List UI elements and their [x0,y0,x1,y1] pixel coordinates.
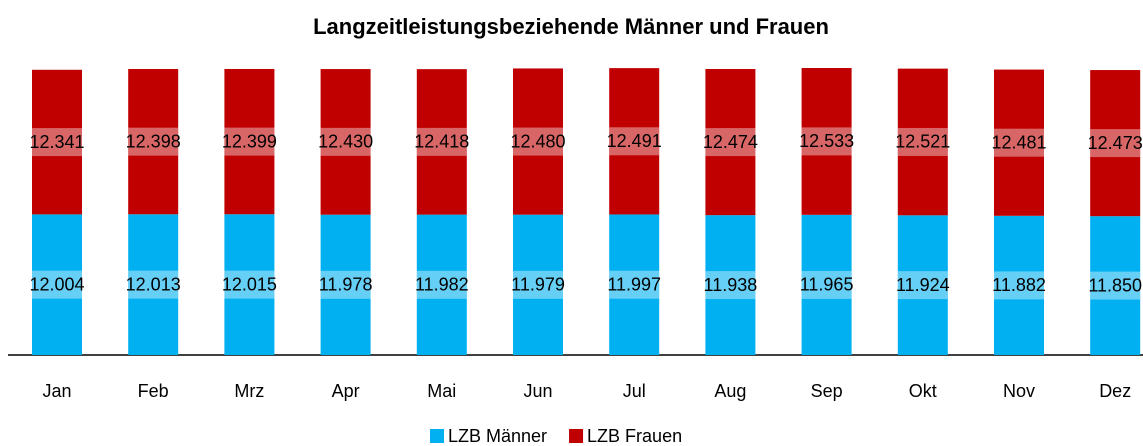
data-label: 11.850 [1088,275,1142,295]
bar-segment [705,69,756,216]
bar-segment [32,214,82,355]
data-label: 11.924 [896,275,950,295]
data-label: 12.013 [126,274,181,294]
label-background [801,270,852,299]
bar-segment [897,215,948,355]
bar-segment [609,68,660,215]
bar-segment [224,68,275,215]
label-background [705,128,756,157]
label-background [609,127,660,156]
x-tick-label: Aug [714,381,746,401]
label-background [801,127,852,156]
legend-swatch [430,429,444,443]
data-label: 12.398 [126,131,181,151]
bar-segment [513,214,563,355]
label-background [705,271,756,300]
x-tick-label: Nov [1003,381,1035,401]
x-tick-label: Mai [427,381,456,401]
data-label: 11.982 [415,275,469,295]
data-label: 12.474 [703,132,758,152]
chart-title: Langzeitleistungsbeziehende Männer und F… [313,14,829,39]
x-tick-label: Jan [42,381,71,401]
bar-segment [32,69,82,215]
bar-segment [801,214,852,355]
bar-segment [994,69,1044,216]
label-background [320,270,371,299]
label-background [897,271,948,300]
legend-swatch [569,429,584,443]
bar-segment [416,69,467,215]
x-tick-label: Dez [1099,381,1131,401]
bar-segment [994,215,1044,355]
data-label: 12.480 [510,131,565,151]
data-label: 11.979 [511,275,565,295]
label-background [128,270,179,299]
data-label: 12.533 [799,131,854,151]
data-label: 12.430 [318,132,373,152]
label-background [224,270,275,299]
data-label: 12.399 [222,131,277,151]
label-background [1090,129,1141,158]
x-tick-label: Sep [811,381,843,401]
label-background [32,270,82,299]
bar-segment [1090,216,1141,355]
bar-segment [705,215,756,355]
bar-segment [513,68,563,215]
data-label: 12.004 [29,274,84,294]
label-background [416,127,467,156]
x-tick-label: Mrz [234,381,264,401]
label-background [416,270,467,299]
label-background [1090,271,1141,300]
bar-segment [897,68,948,216]
data-label: 11.882 [992,275,1046,295]
label-background [128,127,179,156]
x-tick-label: Jul [623,381,646,401]
bar-segment [224,214,275,355]
data-label: 12.521 [895,132,950,152]
bar-segment [128,69,179,215]
label-background [320,127,371,156]
x-tick-label: Apr [332,381,360,401]
data-label: 12.491 [607,131,662,151]
data-label: 12.418 [414,132,469,152]
data-label: 12.473 [1088,133,1143,153]
data-label: 12.015 [222,274,277,294]
x-tick-label: Feb [138,381,169,401]
data-label: 12.341 [29,132,84,152]
bar-segment [1090,70,1141,217]
data-label: 11.965 [800,275,854,295]
label-background [994,271,1044,300]
bar-segment [609,214,660,355]
bar-segment [320,214,371,355]
data-label: 12.481 [991,132,1046,152]
bar-segment [320,69,371,215]
bar-segment [416,214,467,355]
bar-segment [128,214,179,355]
label-background [609,270,660,299]
x-tick-label: Okt [909,381,937,401]
legend-label: LZB Männer [448,426,547,446]
label-background [513,270,563,299]
label-background [897,127,948,156]
label-background [32,128,82,157]
x-tick-label: Jun [523,381,552,401]
data-label: 11.997 [607,274,661,294]
label-background [994,128,1044,157]
label-background [513,127,563,156]
legend-label: LZB Frauen [587,426,682,446]
data-label: 11.938 [704,275,758,295]
bar-segment [801,68,852,215]
label-background [224,127,275,156]
data-label: 11.978 [319,275,373,295]
